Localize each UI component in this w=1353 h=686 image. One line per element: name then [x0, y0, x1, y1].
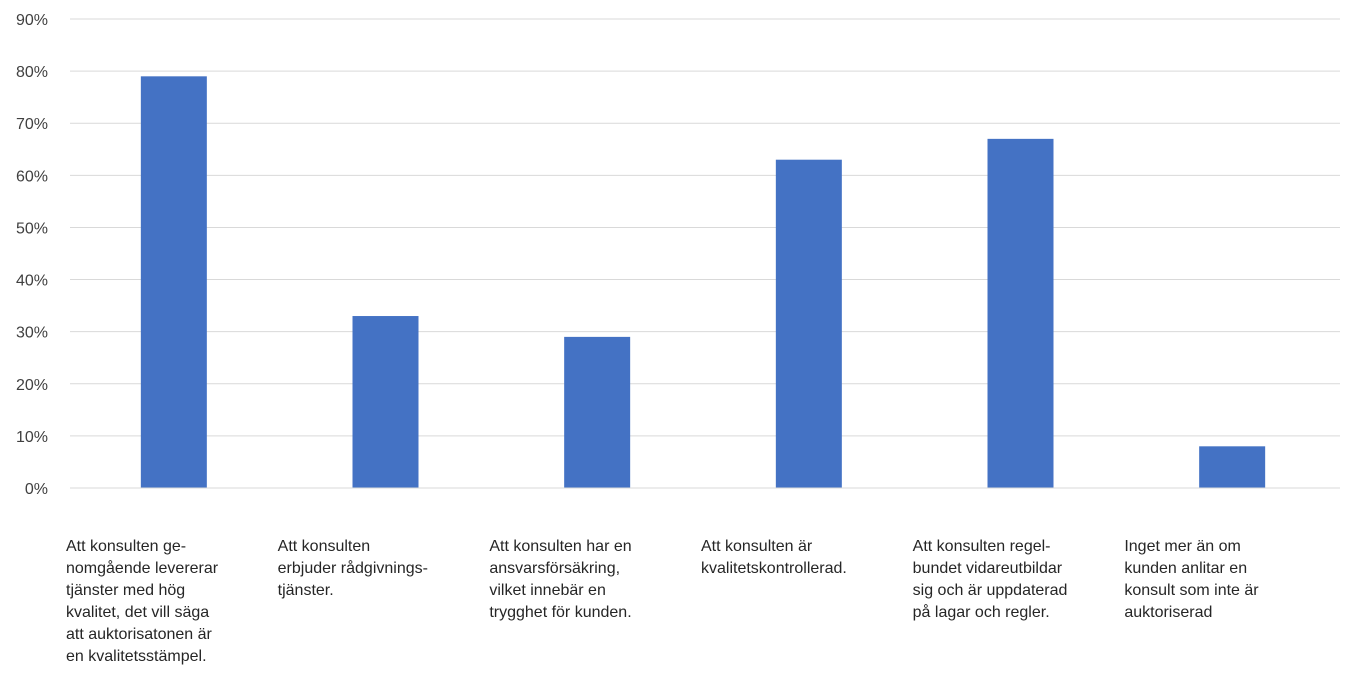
y-tick-label: 20% — [16, 377, 48, 394]
bar-1 — [140, 76, 207, 489]
category-label-2: Att konsulten erbjuder rådgivnings- tjän… — [277, 538, 428, 599]
y-tick-label: 90% — [16, 12, 48, 29]
category-label-3: Att konsulten har en ansvarsförsäkring, … — [489, 538, 632, 621]
y-axis-tick-labels: 0% 10% 20% 30% 40% 50% 60% 70% 80% 90% — [16, 12, 48, 498]
bar-6 — [1199, 446, 1266, 488]
y-tick-label: 10% — [16, 429, 48, 446]
y-tick-label: 80% — [16, 64, 48, 81]
bar-3 — [564, 336, 631, 488]
gridlines — [70, 18, 1340, 437]
bar-2 — [352, 316, 419, 488]
y-tick-label: 70% — [16, 116, 48, 133]
category-label-4: Att konsulten är kvalitetskontrollerad. — [701, 538, 847, 577]
bars — [140, 76, 1266, 489]
category-label-5: Att konsulten regel- bundet vidareutbild… — [912, 538, 1068, 621]
category-label-1: Att konsulten ge- nomgående levererar tj… — [66, 538, 219, 665]
bar-5 — [987, 138, 1054, 488]
category-label-6: Inget mer än om kunden anlitar en konsul… — [1124, 538, 1259, 621]
y-tick-label: 30% — [16, 325, 48, 342]
y-tick-label: 50% — [16, 220, 48, 237]
y-tick-label: 40% — [16, 273, 48, 290]
y-tick-label: 60% — [16, 168, 48, 185]
bar-4 — [775, 159, 842, 488]
y-tick-label: 0% — [25, 481, 48, 498]
